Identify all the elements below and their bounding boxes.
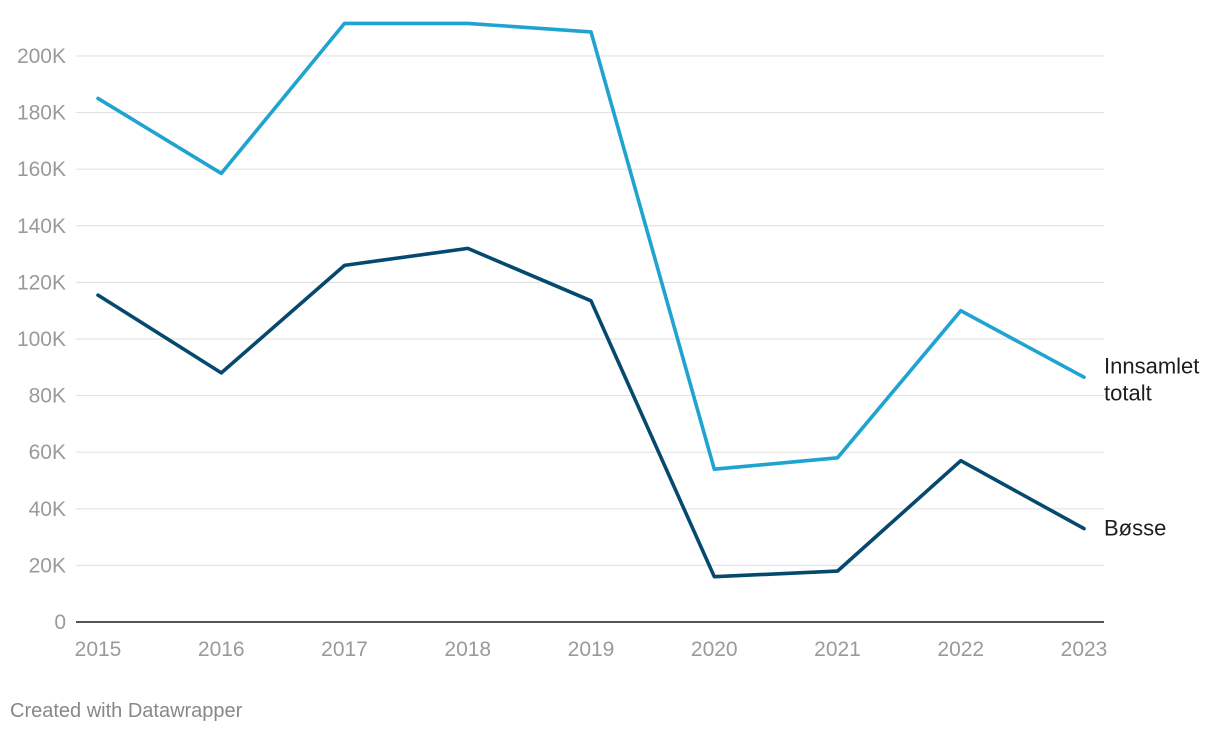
y-tick-label: 180K <box>17 102 66 125</box>
footer-credit: Created with Datawrapper <box>10 700 243 722</box>
series-line-innsamlet-totalt <box>96 21 1086 472</box>
y-tick-label: 60K <box>29 441 66 464</box>
y-tick-label: 80K <box>29 385 66 408</box>
series-label: Innsamlet <box>1104 354 1199 379</box>
x-tick-label: 2022 <box>937 638 984 661</box>
y-tick-label: 160K <box>17 158 66 181</box>
x-tick-label: 2021 <box>814 638 861 661</box>
y-tick-label: 20K <box>29 554 66 577</box>
y-tick-label: 140K <box>17 215 66 238</box>
chart-canvas: 0 20K 40K 60K 80K 100K 120K 140K 160K 180K 200K 201… <box>17 21 1199 661</box>
x-tick-label: 2018 <box>444 638 491 661</box>
x-tick-label: 2023 <box>1061 638 1108 661</box>
y-tick-label: 40K <box>29 498 66 521</box>
y-tick-label: 0 <box>54 611 66 634</box>
series-label: Bøsse <box>1104 516 1166 541</box>
x-tick-label: 2019 <box>568 638 615 661</box>
x-tick-label: 2015 <box>75 638 122 661</box>
x-tick-label: 2016 <box>198 638 245 661</box>
series-label: totalt <box>1104 381 1152 406</box>
y-tick-label: 120K <box>17 271 66 294</box>
series-line-bosse <box>96 246 1086 579</box>
x-tick-label: 2017 <box>321 638 368 661</box>
x-tick-label: 2020 <box>691 638 738 661</box>
y-tick-label: 200K <box>17 45 66 68</box>
y-tick-label: 100K <box>17 328 66 351</box>
